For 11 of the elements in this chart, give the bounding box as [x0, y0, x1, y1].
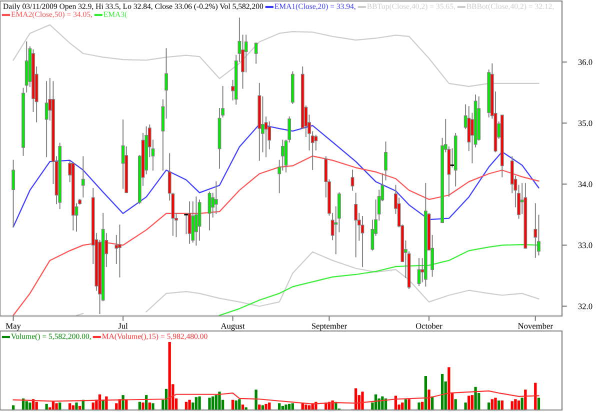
- y-tick-label: 32.0: [578, 304, 592, 310]
- x-tick-label: September: [312, 322, 347, 330]
- y-tick-label: 34.0: [578, 181, 592, 188]
- x-tick-label: October: [416, 322, 442, 329]
- y-tick-label: 33.0: [578, 242, 592, 248]
- x-tick-label: May: [6, 323, 21, 330]
- y-tick-label: 35.0: [578, 120, 592, 126]
- x-tick-label: November: [518, 322, 553, 329]
- x-tick-label: Jul: [118, 322, 128, 329]
- y-tick-label: 36.0: [578, 59, 592, 66]
- x-tick-label: August: [220, 323, 245, 330]
